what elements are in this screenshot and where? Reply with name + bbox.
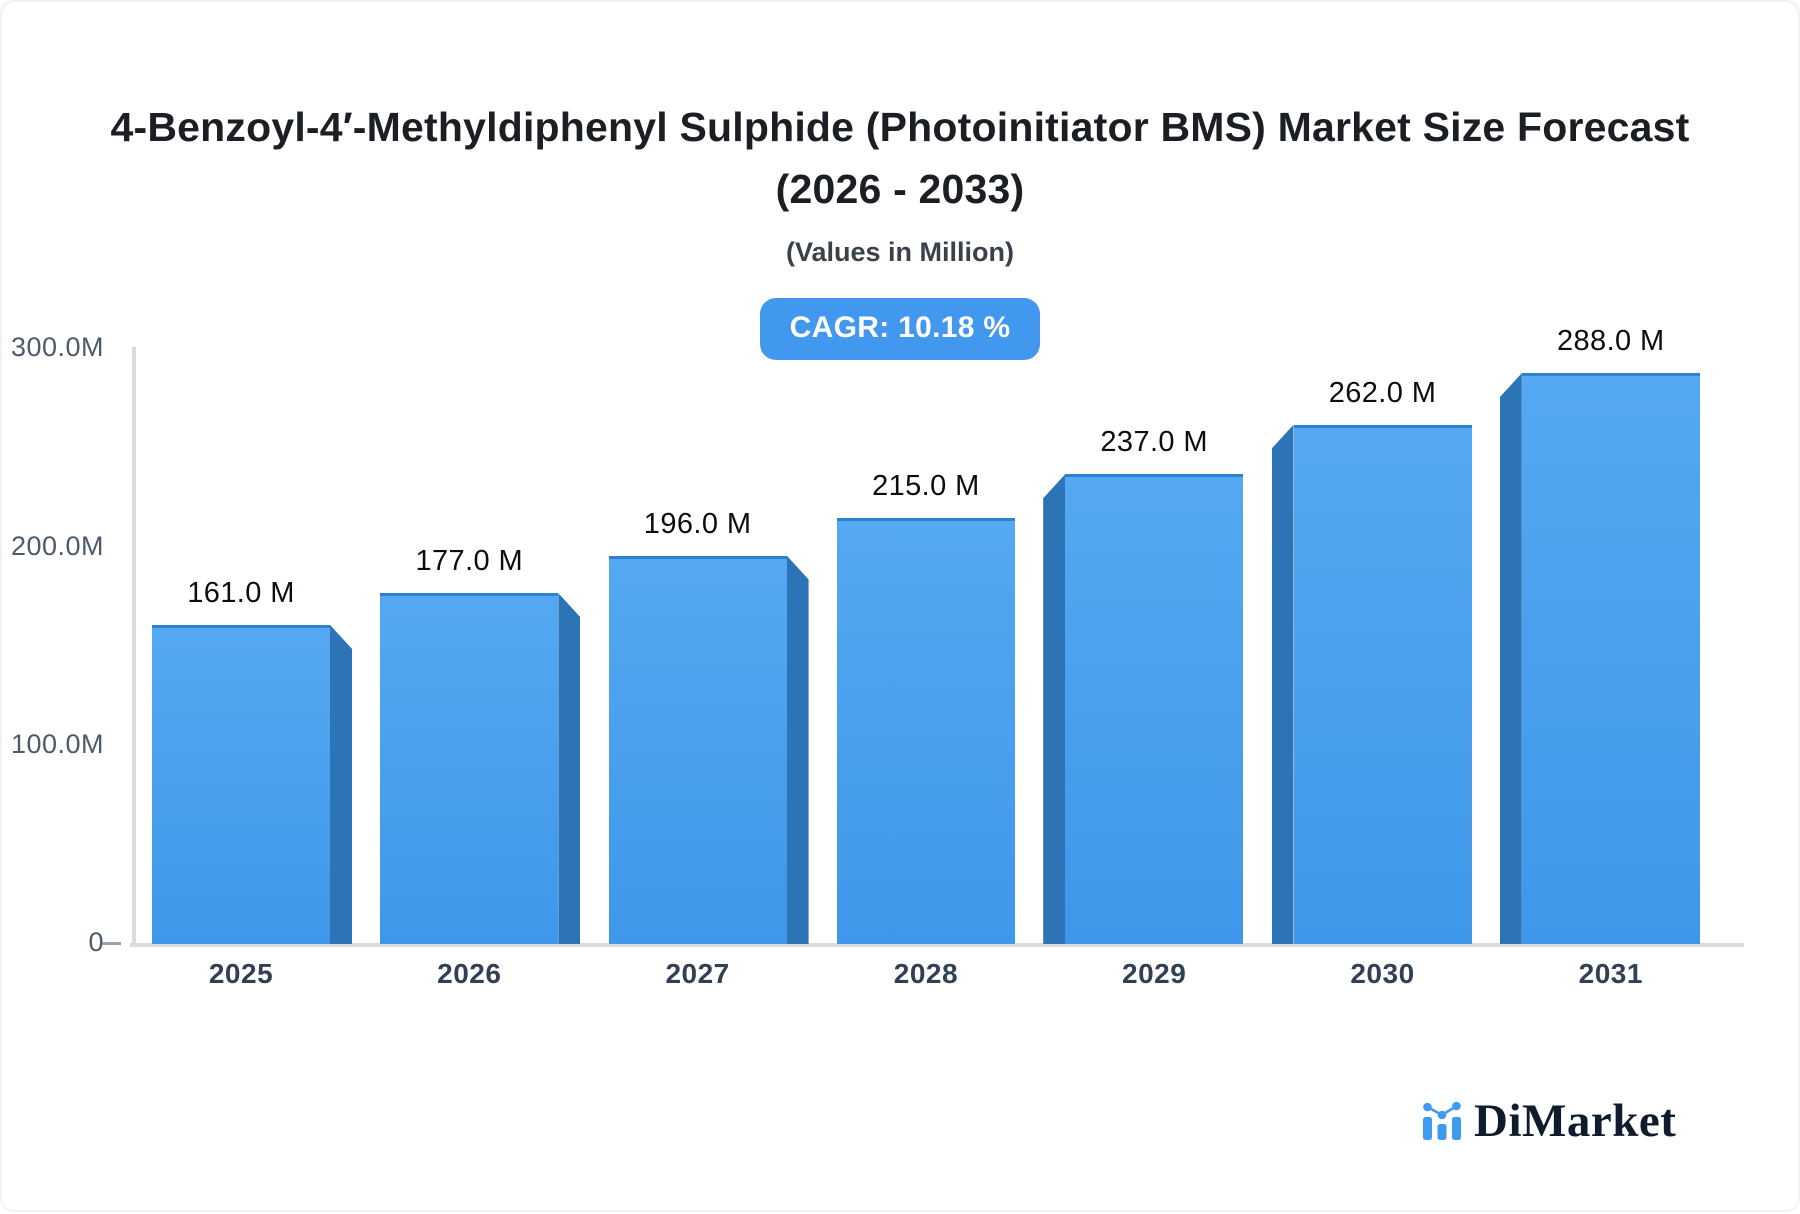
bar-value-label-2029: 237.0 M [1100, 426, 1208, 459]
brand-logo-text: DiMarket [1474, 1095, 1677, 1147]
bar-value-label-2026: 177.0 M [415, 545, 524, 578]
bar-value-label-2028: 215.0 M [872, 469, 980, 502]
bar-2031[interactable] [1521, 373, 1700, 944]
bar-value-label-2030: 262.0 M [1328, 376, 1437, 409]
bar-2029[interactable] [1065, 474, 1244, 944]
bar-side-2029 [1043, 474, 1066, 944]
x-axis-label-2030: 2030 [1350, 958, 1415, 989]
brand-logo: DiMarket [1422, 1098, 1676, 1145]
bar-side-2026 [558, 593, 581, 944]
y-axis-label-100.0M: 100.0M [10, 728, 104, 759]
chart-header: 4-Benzoyl-4′-Methyldiphenyl Sulphide (Ph… [2, 96, 1798, 360]
x-axis-label-2031: 2031 [1578, 958, 1643, 989]
y-axis-line [132, 347, 136, 947]
x-axis-label-2027: 2027 [665, 958, 730, 989]
zero-tick-mark [102, 942, 121, 945]
bar-2028[interactable] [836, 517, 1015, 944]
bar-side-2031 [1499, 373, 1522, 944]
x-axis-label-2029: 2029 [1122, 958, 1187, 989]
bar-2030[interactable] [1293, 424, 1472, 944]
bar-side-2027 [786, 555, 809, 944]
bar-2027[interactable] [608, 555, 787, 944]
x-axis-line [130, 943, 1744, 947]
y-axis-label-0: 0 [88, 927, 104, 957]
cagr-badge: CAGR: 10.18 % [759, 297, 1041, 360]
x-axis-label-2025: 2025 [208, 958, 274, 989]
bar-value-label-2027: 196.0 M [643, 507, 752, 540]
bar-2026[interactable] [380, 593, 559, 944]
y-axis-label-200.0M: 200.0M [10, 530, 104, 561]
bar-2025[interactable] [152, 624, 330, 944]
chart-title-line1: 4-Benzoyl-4′-Methyldiphenyl Sulphide (Ph… [110, 104, 1690, 150]
bar-side-2025 [330, 624, 352, 944]
chart-title-line2: (2026 - 2033) [775, 166, 1025, 213]
chart-title: 4-Benzoyl-4′-Methyldiphenyl Sulphide (Ph… [2, 96, 1798, 221]
chart-subtitle: (Values in Million) [785, 236, 1015, 267]
bar-value-label-2031: 288.0 M [1557, 325, 1665, 358]
bar-chart-logo-icon [1422, 1100, 1464, 1145]
x-axis-label-2028: 2028 [893, 958, 959, 989]
y-axis-label-300.0M: 300.0M [10, 332, 104, 363]
bar-side-2030 [1271, 424, 1294, 944]
x-axis-label-2026: 2026 [437, 958, 502, 989]
bar-value-label-2025: 161.0 M [187, 576, 295, 609]
